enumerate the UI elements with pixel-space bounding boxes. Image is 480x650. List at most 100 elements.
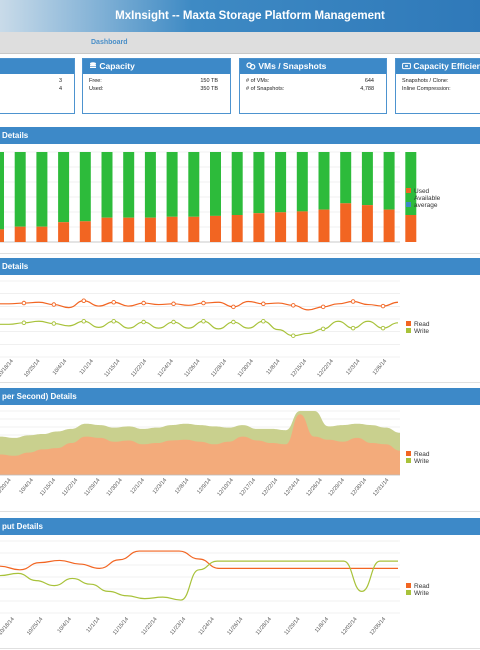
legend-item: Used [406, 188, 440, 195]
series-point [231, 319, 236, 325]
series-point [111, 300, 116, 305]
bar-available [144, 152, 156, 218]
series-point [350, 299, 356, 304]
x-tick-label: 12/22/14 [261, 477, 279, 497]
series-line [0, 300, 399, 311]
x-tick-label: 12/17/14 [239, 477, 257, 497]
x-tick-label: 11/29/14 [283, 616, 301, 636]
bar-used [296, 211, 308, 242]
x-tick-label: 12/3/14 [152, 477, 168, 495]
bar-available [253, 152, 265, 214]
legend-label: Write [414, 458, 430, 465]
x-tick-label: 11/22/14 [141, 616, 159, 636]
series-point [51, 302, 57, 307]
title-bar: MxInsight -- Maxta Storage Platform Mana… [0, 0, 480, 32]
link-icon [246, 62, 256, 70]
x-tick-label: 12/26/14 [305, 477, 323, 497]
card-header [0, 59, 74, 74]
bar-used [383, 209, 395, 242]
legend-swatch [406, 321, 411, 326]
bar-available [340, 152, 352, 204]
summary-card-first: 3 4 [0, 58, 75, 114]
x-tick-label: 10/25/14 [23, 358, 41, 378]
x-tick-label: 10/4/14 [52, 358, 68, 376]
bar-used [14, 226, 26, 242]
x-tick-label: 11/23/14 [169, 616, 187, 636]
card-title: Capacity [99, 61, 135, 71]
bar-available [296, 152, 308, 212]
kv-row: 4 [1, 85, 68, 93]
x-tick-label: 11/26/14 [183, 358, 201, 378]
x-tick-label: 11/1/14 [85, 616, 101, 634]
series-point [111, 319, 116, 324]
database-icon [90, 62, 96, 68]
x-tick-label: 12/30/14 [350, 477, 368, 497]
x-tick-label: 11/30/14 [106, 477, 124, 497]
bar-available [79, 152, 91, 222]
series-point [171, 319, 176, 325]
bar-used [166, 216, 178, 242]
bar-used [210, 215, 221, 242]
bar-available [166, 152, 178, 217]
bar-available [123, 152, 135, 218]
tab-bar: Dashboard [0, 32, 480, 54]
bar-used [188, 216, 200, 242]
legend-swatch [406, 328, 411, 333]
x-tick-label: 11/29/14 [83, 477, 101, 497]
bar-used [318, 209, 330, 242]
panel-title: Details [2, 131, 29, 140]
legend-item: Read [406, 451, 430, 458]
x-tick-label: 11/28/14 [255, 616, 273, 636]
iops-panel-header: per Second) Details [0, 388, 480, 405]
series-point [81, 298, 87, 304]
legend-swatch [406, 195, 411, 200]
card-header: Capacity [83, 59, 230, 74]
bar-used [36, 226, 48, 242]
kv-value: 3 [58, 78, 62, 84]
series-point [291, 333, 296, 338]
x-tick-label: 12/24/14 [283, 477, 301, 497]
bar-used [405, 215, 417, 242]
throughput-legend: Read Write [406, 583, 430, 597]
legend-label: Read [414, 321, 430, 328]
series-point [380, 303, 386, 309]
iops-legend: Read Write [406, 451, 430, 465]
legend-item: Write [406, 328, 430, 335]
legend-item: Write [406, 590, 430, 597]
card-header: Capacity Efficiency [396, 59, 480, 74]
series-point [21, 300, 27, 306]
kv-row: Free: 150 TB [89, 77, 224, 85]
legend-item: Write [406, 458, 430, 465]
bar-available [383, 152, 395, 210]
kv-row: Snapshots / Clone: [402, 77, 480, 85]
x-tick-label: 10/4/14 [18, 477, 34, 495]
x-tick-label: 11/15/14 [112, 616, 130, 636]
panel-title: per Second) Details [2, 392, 77, 401]
bar-used [144, 217, 156, 242]
throughput-line-chart: 10/18/14 10/25/14 10/4/14 11/1/14 11/15/14 11… [0, 540, 400, 637]
x-tick-label: 10/25/14 [26, 616, 44, 636]
legend-item: average [406, 202, 440, 209]
bar-used [340, 203, 352, 242]
legend-label: Write [414, 590, 430, 597]
iops-area-chart: 9/20/14 10/4/14 11/15/14 11/22/14 11/29/14 11… [0, 410, 400, 498]
x-tick-label: 11/8/14 [265, 358, 281, 376]
kv-value: 4,788 [360, 86, 374, 92]
bar-used [275, 212, 287, 242]
x-tick-label: 10/18/14 [0, 358, 15, 378]
legend-item: Read [406, 321, 430, 328]
bar-available [36, 152, 48, 227]
series-point [350, 325, 356, 331]
bar-used [253, 213, 265, 242]
panel-title: put Details [2, 522, 43, 531]
bar-available [275, 152, 287, 213]
tab-dashboard[interactable]: Dashboard [91, 39, 128, 46]
kv-label: # of Snapshots: [246, 86, 285, 92]
card-header: VMs / Snapshots [240, 59, 386, 74]
kv-value: 644 [364, 78, 374, 84]
bar-used [0, 229, 4, 242]
kv-value: 350 TB [200, 86, 218, 92]
ratio-icon [402, 62, 411, 70]
app-title: MxInsight -- Maxta Storage Platform Mana… [115, 10, 385, 22]
